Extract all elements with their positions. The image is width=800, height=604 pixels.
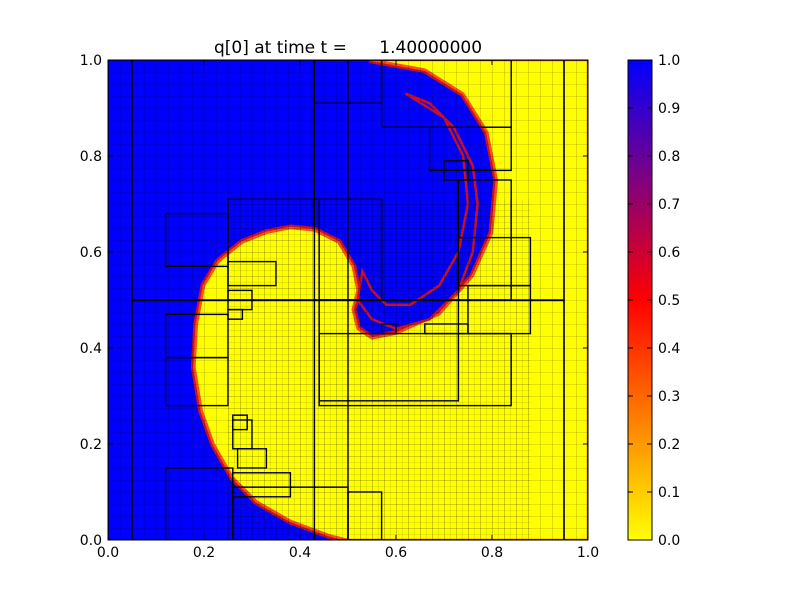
colorbar-tick-label: 0.8 xyxy=(658,149,680,165)
grid-fine xyxy=(228,199,531,540)
y-tick-label: 0.0 xyxy=(80,533,102,549)
colorbar-tick-label: 0.6 xyxy=(658,245,680,261)
plot-frame xyxy=(107,59,589,541)
x-tick-label: 0.2 xyxy=(193,545,215,561)
colorbar-tick-label: 0.1 xyxy=(658,485,680,501)
colorbar-tick-label: 0.2 xyxy=(658,437,680,453)
colorbar-tick-label: 1.0 xyxy=(658,53,680,69)
y-tick-label: 1.0 xyxy=(80,53,102,69)
amr-patch xyxy=(164,356,229,407)
amr-patch xyxy=(318,198,383,301)
colorbar-tick-label: 0.4 xyxy=(658,341,680,357)
y-tick-label: 0.4 xyxy=(80,341,102,357)
x-tick-label: 0.6 xyxy=(385,545,407,561)
amr-patch xyxy=(232,472,292,498)
amr-patch xyxy=(164,212,229,268)
colorbar-tick-label: 0.5 xyxy=(658,293,680,309)
x-tick-label: 0.4 xyxy=(289,545,311,561)
amr-patch xyxy=(443,160,469,181)
amr-patch xyxy=(318,332,512,407)
x-tick-label: 0.8 xyxy=(481,545,503,561)
colorbar-tick-label: 0.7 xyxy=(658,197,680,213)
amr-patch xyxy=(227,260,277,287)
amr-patch xyxy=(232,414,248,431)
y-tick-label: 0.2 xyxy=(80,437,102,453)
amr-patch xyxy=(232,419,253,450)
y-tick-label: 0.8 xyxy=(80,149,102,165)
axes: 0.0 0.2 0.4 0.6 0.8 1.0 0.0 0.2 0.4 0.6 0.8 1.0 xyxy=(80,53,599,561)
colorbar: 0.0 0.1 0.2 0.3 0.4 0.5 0.6 0.7 0.8 0.9 1.0 xyxy=(627,53,680,549)
x-tick-label: 1.0 xyxy=(577,545,599,561)
amr-patch xyxy=(347,491,383,540)
y-tick-label: 0.6 xyxy=(80,245,102,261)
chart-title: q[0] at time t = 1.40000000 xyxy=(214,38,482,58)
colorbar-tick-label: 0.3 xyxy=(658,389,680,405)
amr-patch xyxy=(428,126,512,172)
amr-patches xyxy=(108,60,588,540)
colorbar-tick-label: 0.9 xyxy=(658,101,680,117)
colorbar-tick-label: 0.0 xyxy=(658,533,680,549)
x-tick-label: 0.0 xyxy=(97,545,119,561)
